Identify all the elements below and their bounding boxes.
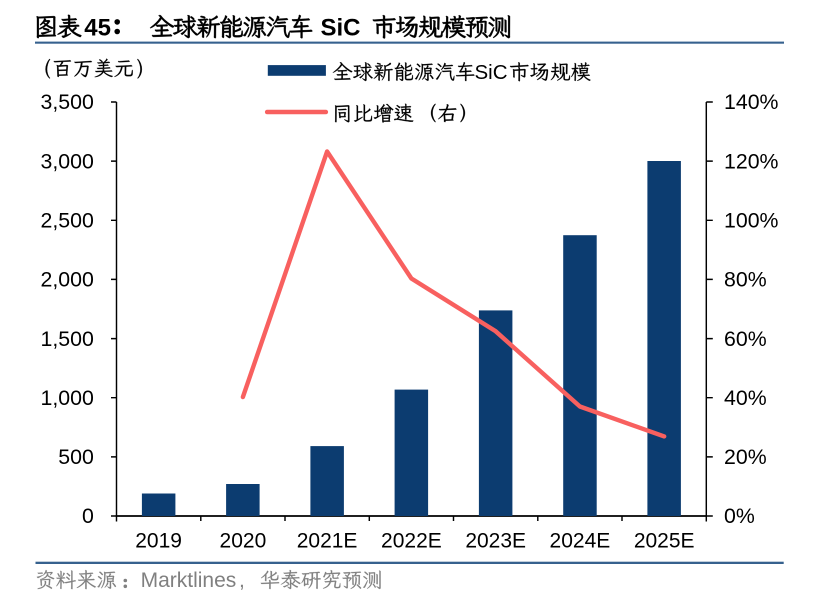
svg-text:2,500: 2,500 [41, 209, 94, 233]
svg-text:2023E: 2023E [465, 529, 526, 552]
svg-text:1,000: 1,000 [41, 386, 94, 410]
svg-text:2,000: 2,000 [41, 268, 94, 292]
svg-text:0%: 0% [724, 504, 755, 528]
svg-text:500: 500 [58, 445, 94, 469]
svg-text:Marktlines: Marktlines [141, 569, 237, 592]
svg-text:140%: 140% [724, 90, 779, 114]
svg-text:2021E: 2021E [297, 529, 358, 552]
svg-text:SiC: SiC [321, 15, 361, 42]
svg-text:45: 45 [84, 15, 111, 42]
svg-text:2022E: 2022E [381, 529, 442, 552]
svg-text:0: 0 [82, 504, 94, 528]
svg-text:120%: 120% [724, 149, 779, 173]
svg-text:1,500: 1,500 [41, 327, 94, 351]
svg-text:2020: 2020 [220, 529, 267, 552]
svg-text:100%: 100% [724, 209, 779, 233]
svg-text:80%: 80% [724, 268, 767, 292]
svg-text:3,000: 3,000 [41, 149, 94, 173]
svg-text:40%: 40% [724, 386, 767, 410]
svg-text:20%: 20% [724, 445, 767, 469]
svg-text:3,500: 3,500 [41, 90, 94, 114]
svg-text:2019: 2019 [135, 529, 182, 552]
svg-text:60%: 60% [724, 327, 767, 351]
svg-text:2025E: 2025E [634, 529, 695, 552]
svg-text:SiC: SiC [475, 61, 508, 84]
svg-text:2024E: 2024E [550, 529, 611, 552]
svg-text:,: , [239, 569, 245, 592]
